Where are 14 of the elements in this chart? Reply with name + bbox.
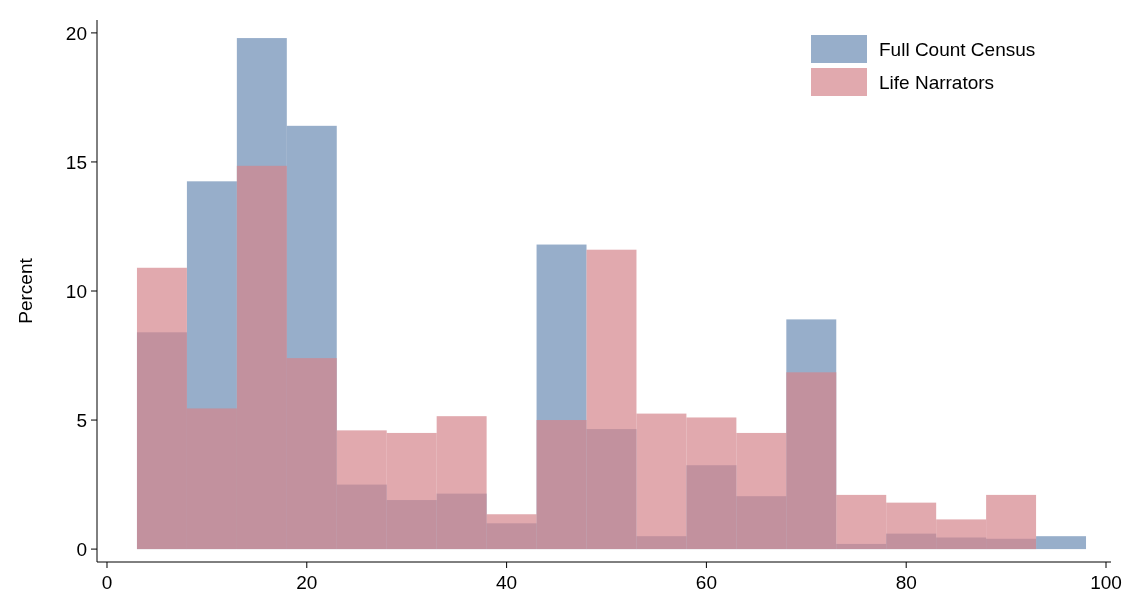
y-tick-label: 0: [76, 538, 87, 560]
y-tick-label: 15: [65, 151, 87, 173]
x-tick-label: 100: [1090, 572, 1122, 593]
x-tick-label: 20: [296, 572, 318, 593]
y-axis-title: Percent: [15, 257, 36, 324]
y-tick-label: 10: [65, 280, 87, 302]
x-tick-label: 80: [895, 572, 917, 593]
legend-label: Full Count Census: [879, 38, 1036, 60]
x-tick-label: 0: [101, 572, 113, 593]
legend-label: Life Narrators: [879, 71, 995, 93]
x-tick-label: 60: [695, 572, 717, 593]
y-tick-label: 5: [76, 409, 87, 431]
y-tick-label: 20: [65, 22, 87, 44]
x-tick-label: 40: [496, 572, 518, 593]
